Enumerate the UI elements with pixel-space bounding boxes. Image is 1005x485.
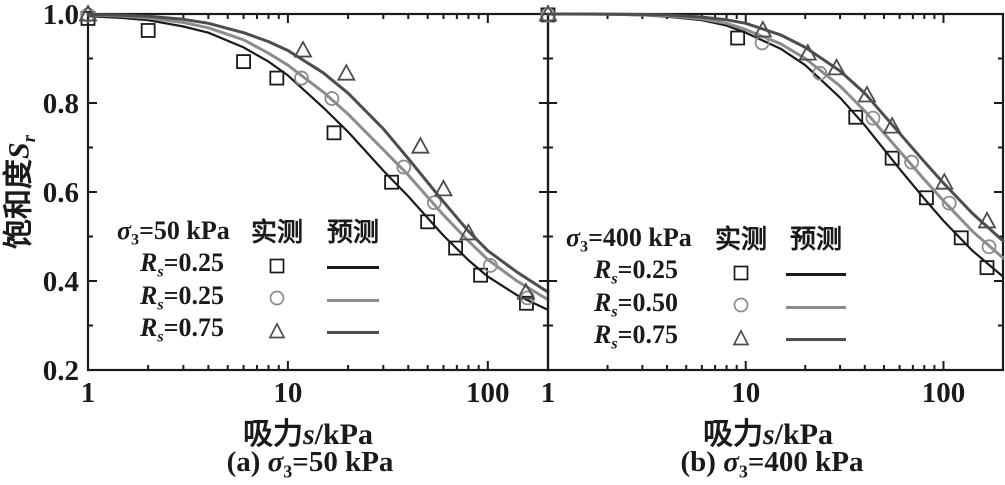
- panel-a-y-tick-label: 0.8: [43, 88, 79, 120]
- legend-a-row1-label: Rs=0.25: [140, 248, 224, 281]
- panel-a-y-tick-label: 0.2: [43, 355, 79, 387]
- legend-panel-a: σ3=50 kPa 实测 预测 Rs=0.25 Rs=0.25 Rs=0.75: [117, 217, 399, 347]
- caption-a-value: =50 kPa: [292, 446, 394, 478]
- panel-a-x-tick-label: 10: [273, 377, 302, 409]
- x-axis-title-a: 吸力s/kPa: [243, 409, 373, 453]
- caption-a: (a) σ3=50 kPa: [227, 446, 394, 482]
- legend-a-row3-label: Rs=0.75: [140, 313, 224, 346]
- panel-b-measured-circle: [540, 7, 997, 255]
- panel-a-measured-triangle: [78, 4, 536, 300]
- circle-marker-icon: [733, 297, 749, 313]
- square-marker-icon: [733, 265, 749, 281]
- caption-b-prefix: (b): [680, 446, 724, 478]
- panel-a-predicted-curve-square: [86, 15, 550, 311]
- line-swatch-black: [327, 266, 379, 270]
- triangle-marker-icon: [268, 321, 286, 339]
- panel-a-x-tick-label: 1: [81, 377, 96, 409]
- x-axis-title-a-cjk: 吸力: [242, 418, 303, 451]
- panel-b-predicted-curve-triangle: [546, 12, 1005, 243]
- panel-b-measured-triangle: [538, 4, 997, 229]
- line-swatch-gray: [786, 305, 846, 309]
- panel-a-x-tick-label: 100: [466, 377, 510, 409]
- caption-a-sigma: σ: [267, 446, 284, 478]
- panel-b-x-tick-label: 10: [731, 377, 760, 409]
- legend-a-measured-header: 实测: [250, 218, 303, 248]
- line-swatch-gray: [327, 298, 379, 302]
- x-axis-title-b-symbol: s: [762, 418, 775, 451]
- panel-a-y-tick-label: 1.0: [43, 0, 79, 31]
- panel-a-y-tick-label: 0.6: [43, 177, 79, 209]
- caption-a-prefix: (a): [226, 446, 268, 478]
- legend-b-condition: σ3=400 kPa: [566, 222, 692, 256]
- y-axis-title: 饱和度Sr: [0, 135, 41, 249]
- x-axis-title-a-unit: /kPa: [314, 418, 374, 451]
- x-axis-title-b: 吸力s/kPa: [703, 409, 833, 453]
- square-marker-icon: [269, 258, 285, 274]
- legend-b-row1-label: Rs=0.25: [594, 255, 678, 288]
- caption-a-sigma-sub: 3: [283, 461, 293, 482]
- legend-panel-b: σ3=400 kPa 实测 预测 Rs=0.25 Rs=0.50 Rs=0.75: [566, 224, 856, 354]
- panel-a-predicted-curve-circle: [86, 13, 550, 302]
- circle-marker-icon: [269, 290, 285, 306]
- y-axis-title-cjk: 饱和度: [2, 158, 36, 249]
- panel-a-y-tick-label: 0.4: [43, 266, 79, 298]
- legend-a-row2-label: Rs=0.25: [140, 280, 224, 314]
- legend-b-row2-label: Rs=0.50: [594, 287, 678, 321]
- caption-b: (b) σ3=400 kPa: [681, 446, 864, 482]
- panel-b-x-tick-label: 100: [922, 377, 966, 409]
- legend-a-condition: σ3=50 kPa: [117, 215, 230, 249]
- line-swatch-black: [786, 273, 846, 277]
- legend-b-predicted-header: 预测: [789, 225, 842, 255]
- triangle-marker-icon: [732, 328, 750, 346]
- y-axis-title-symbol: S: [2, 142, 36, 159]
- y-axis-title-subscript: r: [18, 135, 40, 143]
- panel-b-measured-square: [540, 7, 995, 276]
- caption-b-sigma-sub: 3: [738, 461, 748, 482]
- legend-b-row3-label: Rs=0.75: [594, 320, 678, 353]
- x-axis-title-a-symbol: s: [302, 418, 315, 451]
- x-axis-title-b-cjk: 吸力: [702, 418, 763, 451]
- caption-b-sigma: σ: [723, 446, 739, 478]
- panel-b: 1 10 100: [538, 4, 1005, 409]
- legend-b-measured-header: 实测: [714, 225, 767, 255]
- panel-a: 1 10 100 0.2 0.4 0.6 0.8 1.0: [43, 0, 550, 409]
- line-swatch-dark: [327, 331, 379, 335]
- panel-b-x-tick-label: 1: [541, 377, 556, 409]
- panel-b-predicted-curve-circle: [546, 12, 1005, 260]
- caption-b-value: =400 kPa: [747, 446, 864, 478]
- x-axis-title-b-unit: /kPa: [774, 418, 834, 451]
- line-swatch-dark: [786, 338, 846, 342]
- legend-a-predicted-header: 预测: [326, 218, 379, 248]
